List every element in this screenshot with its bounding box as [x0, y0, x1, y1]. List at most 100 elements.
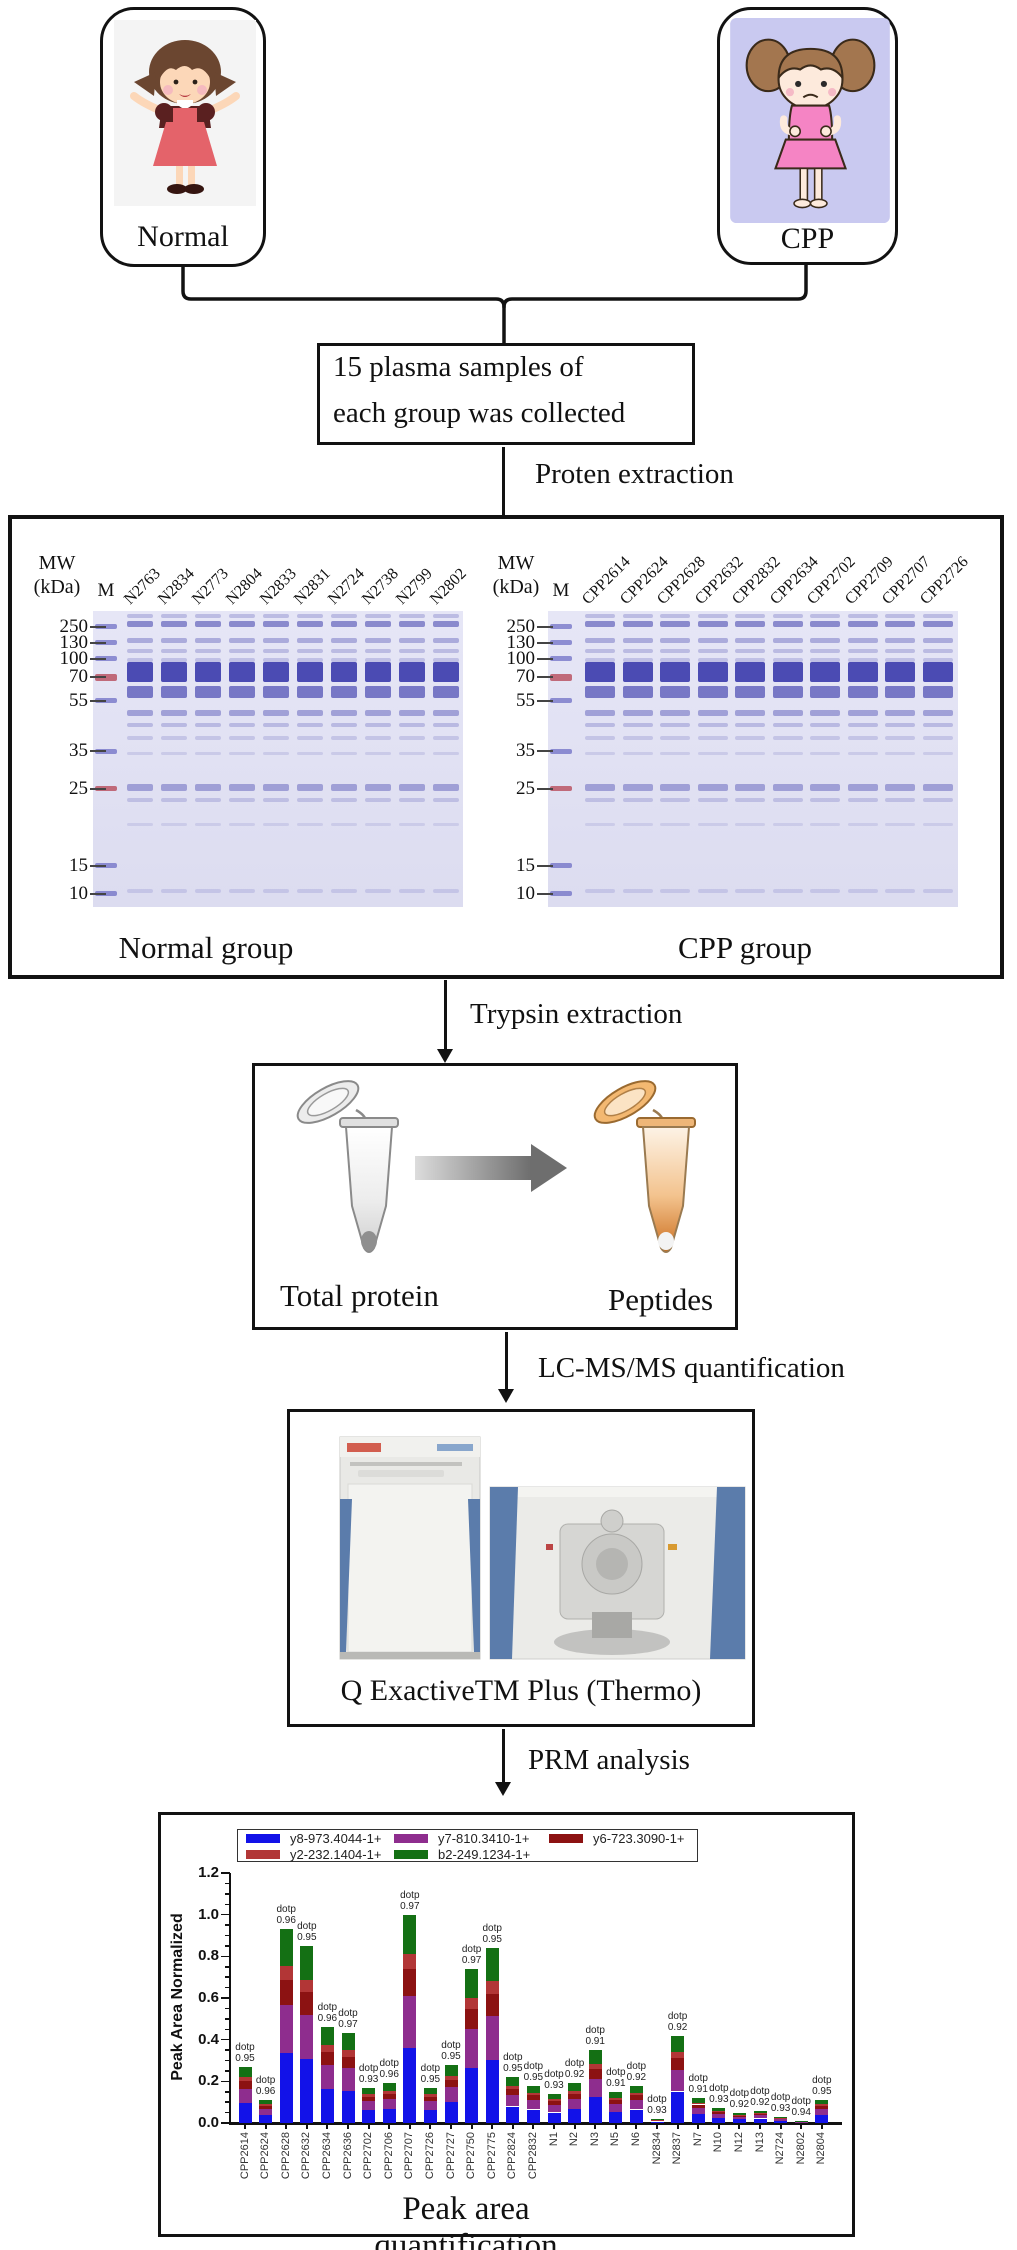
- bar-segment: [712, 2114, 726, 2118]
- bar-segment: [506, 2077, 520, 2086]
- protein-band: [263, 657, 289, 662]
- mw-value-label: 55: [69, 689, 88, 711]
- x-tick-label: CPP2775: [485, 2132, 498, 2180]
- protein-band: [331, 661, 357, 682]
- marker-band: [95, 863, 117, 869]
- x-tick: [820, 2124, 823, 2129]
- normal-subject-card: Normal: [100, 7, 266, 267]
- marker-band: [95, 891, 117, 897]
- dotp-annotation: dotp 0.95: [420, 2062, 441, 2085]
- protein-band: [433, 638, 459, 644]
- bar-segment: [794, 2121, 808, 2123]
- protein-band: [229, 614, 255, 619]
- protein-band: [585, 614, 615, 619]
- gel-image: [548, 611, 958, 907]
- protein-band: [331, 798, 357, 803]
- legend-label: y7-810.3410-1+: [438, 1831, 530, 1846]
- x-tick: [450, 2124, 452, 2129]
- protein-band: [585, 798, 615, 803]
- bar-segment: [341, 2050, 355, 2057]
- protein-band: [660, 751, 690, 755]
- x-tick: [244, 2124, 246, 2129]
- protein-band: [297, 798, 323, 803]
- marker-band: [550, 786, 572, 792]
- protein-band: [127, 798, 153, 803]
- protein-band: [585, 822, 615, 826]
- mw-tick: [90, 641, 106, 644]
- bar-segment: [753, 2113, 767, 2116]
- protein-band: [885, 686, 915, 699]
- dotp-annotation: dotp 0.93: [358, 2062, 379, 2085]
- bar-segment: [526, 2100, 540, 2110]
- gel-sample-lane: [772, 611, 803, 907]
- protein-band: [922, 710, 953, 717]
- bar-segment: [279, 1966, 293, 1980]
- protein-band: [810, 822, 840, 826]
- protein-band: [885, 614, 915, 619]
- marker-band: [550, 640, 572, 646]
- x-tick-label: N2837: [671, 2132, 684, 2165]
- protein-band: [585, 710, 615, 717]
- normal-card-label: Normal: [137, 220, 229, 253]
- dotp-annotation: dotp 0.97: [400, 1889, 420, 1912]
- prm-chart-box: [158, 1812, 855, 2237]
- protein-band: [660, 888, 690, 893]
- legend-swatch: [549, 1834, 583, 1843]
- protein-band: [127, 661, 153, 682]
- protein-band: [885, 710, 915, 717]
- dotp-annotation: dotp 0.95: [297, 1920, 317, 1943]
- protein-band: [331, 621, 357, 628]
- protein-band: [195, 822, 221, 826]
- bar-segment: [568, 2108, 582, 2123]
- protein-band: [399, 722, 425, 727]
- protein-band: [229, 736, 255, 741]
- protein-band: [433, 888, 459, 893]
- protein-band: [810, 638, 840, 644]
- gel-sample-lane: [399, 611, 425, 907]
- protein-band: [660, 783, 690, 791]
- protein-band: [622, 822, 653, 826]
- protein-band: [735, 751, 765, 755]
- bar-segment: [300, 2014, 314, 2060]
- protein-band: [297, 686, 323, 699]
- mw-value-label: 100: [59, 647, 89, 669]
- protein-band: [365, 736, 391, 741]
- mw-value-label: 250: [506, 615, 536, 637]
- protein-band: [263, 783, 289, 791]
- protein-band: [885, 736, 915, 741]
- protein-band: [365, 614, 391, 619]
- bar-segment: [259, 2104, 273, 2107]
- bar-segment: [403, 2048, 417, 2123]
- protein-band: [195, 621, 221, 628]
- protein-band: [735, 798, 765, 803]
- bar-segment: [423, 2101, 437, 2111]
- x-tick-label: N2804: [815, 2132, 828, 2165]
- y-minor-tick: [225, 2059, 230, 2062]
- x-tick-label: N10: [712, 2132, 725, 2153]
- mw-value-label: 250: [59, 615, 89, 637]
- dotp-annotation: dotp 0.92: [729, 2087, 750, 2110]
- mw-header-units: (kDa): [492, 576, 540, 598]
- protein-band: [585, 686, 615, 699]
- bar-segment: [629, 2095, 643, 2101]
- bar-segment: [774, 2119, 788, 2121]
- mw-value-label: 35: [516, 740, 535, 761]
- bar-segment: [320, 2052, 334, 2065]
- bar-segment: [753, 2118, 767, 2123]
- mw-tick: [90, 676, 106, 678]
- x-tick-label: CPP2632: [300, 2132, 313, 2180]
- protein-band: [922, 648, 953, 653]
- x-tick: [367, 2124, 370, 2129]
- bar-segment: [815, 2104, 829, 2107]
- x-tick: [305, 2124, 308, 2129]
- protein-band: [885, 722, 915, 727]
- protein-band: [127, 722, 153, 727]
- x-tick-label: N6: [629, 2132, 642, 2147]
- protein-band: [810, 751, 840, 755]
- bar-segment: [238, 2088, 252, 2103]
- bar-segment: [609, 2111, 623, 2123]
- x-tick: [408, 2124, 411, 2129]
- bar-segment: [444, 2102, 458, 2123]
- mw-value-label: 10: [69, 882, 88, 904]
- gel-sample-lane: [847, 611, 878, 907]
